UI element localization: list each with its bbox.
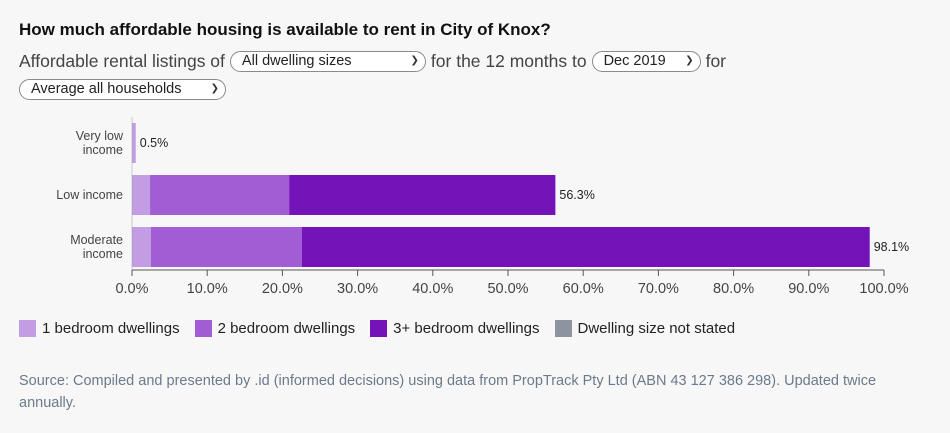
chart-legend: 1 bedroom dwellings 2 bedroom dwellings 3+… (19, 320, 750, 337)
bar-segment (132, 123, 136, 163)
x-tick-label: 80.0% (713, 281, 754, 297)
dwelling-size-select[interactable]: All dwelling sizes ❯ (229, 50, 426, 72)
legend-item[interactable]: 2 bedroom dwellings (194, 320, 356, 337)
legend-swatch (19, 320, 36, 337)
legend-item[interactable]: 3+ bedroom dwellings (370, 320, 540, 337)
legend-label: 2 bedroom dwellings (217, 320, 356, 337)
legend-swatch (370, 320, 388, 337)
household-select-value: Average all households (31, 81, 182, 97)
x-tick-label: 100.0% (859, 281, 908, 297)
category-label: Low income (56, 188, 123, 202)
x-tick-label: 0.0% (115, 281, 148, 297)
filter-line-1: Affordable rental listings of All dwelli… (19, 47, 919, 75)
stacked-bar-chart: Very low income 0.5%Low income 56.3%Moderat… (56, 117, 909, 297)
legend-item[interactable]: Dwelling size not stated (554, 320, 736, 337)
x-tick-label: 20.0% (262, 281, 303, 297)
legend-label: 3+ bedroom dwellings (393, 320, 540, 337)
category-label: Very low income (76, 129, 124, 157)
x-tick-label: 40.0% (412, 281, 453, 297)
filter-middle-text: for the 12 months to (430, 51, 587, 71)
source-note: Source: Compiled and presented by .id (i… (19, 373, 877, 411)
household-select[interactable]: Average all households ❯ (19, 78, 226, 100)
legend-swatch (194, 320, 212, 337)
total-value-label: 0.5% (140, 136, 169, 150)
x-tick-label: 90.0% (788, 281, 829, 297)
x-tick-label: 70.0% (638, 281, 679, 297)
legend-label: Dwelling size not stated (577, 320, 736, 337)
filter-suffix-text: for (705, 51, 727, 71)
total-value-label: 56.3% (559, 188, 594, 202)
chevron-down-icon: ❯ (210, 83, 219, 94)
x-tick-label: 30.0% (337, 281, 378, 297)
total-value-label: 98.1% (874, 240, 909, 254)
category-label: Moderate income (70, 233, 123, 261)
bar-segment (132, 175, 151, 215)
x-tick-label: 60.0% (563, 281, 604, 297)
filter-prefix-text: Affordable rental listings of (19, 51, 225, 71)
month-select-value: Dec 2019 (603, 53, 666, 69)
filter-controls: Affordable rental listings of All dwelli… (19, 47, 919, 103)
month-select[interactable]: Dec 2019 ❯ (591, 50, 701, 72)
bar-segment (132, 227, 151, 267)
chevron-down-icon: ❯ (410, 55, 419, 66)
x-tick-label: 10.0% (187, 281, 228, 297)
chevron-down-icon: ❯ (685, 55, 694, 66)
category-label-line: income (83, 143, 123, 157)
bar-segment (150, 175, 290, 215)
category-label-line: income (83, 247, 123, 261)
bar-segment (289, 175, 556, 215)
bar-segment (301, 227, 870, 267)
legend-swatch (554, 320, 572, 337)
dwelling-size-select-value: All dwelling sizes (241, 53, 352, 69)
legend-label: 1 bedroom dwellings (42, 320, 180, 337)
chart-title: How much affordable housing is available… (19, 20, 551, 39)
bar-segment (150, 227, 302, 267)
legend-item[interactable]: 1 bedroom dwellings (19, 320, 180, 337)
filter-line-2: Average all households ❯ (19, 75, 919, 103)
x-tick-label: 50.0% (487, 281, 528, 297)
category-label-line: Low income (56, 188, 123, 202)
category-label-line: Very low (76, 129, 124, 143)
category-label-line: Moderate (70, 233, 123, 247)
